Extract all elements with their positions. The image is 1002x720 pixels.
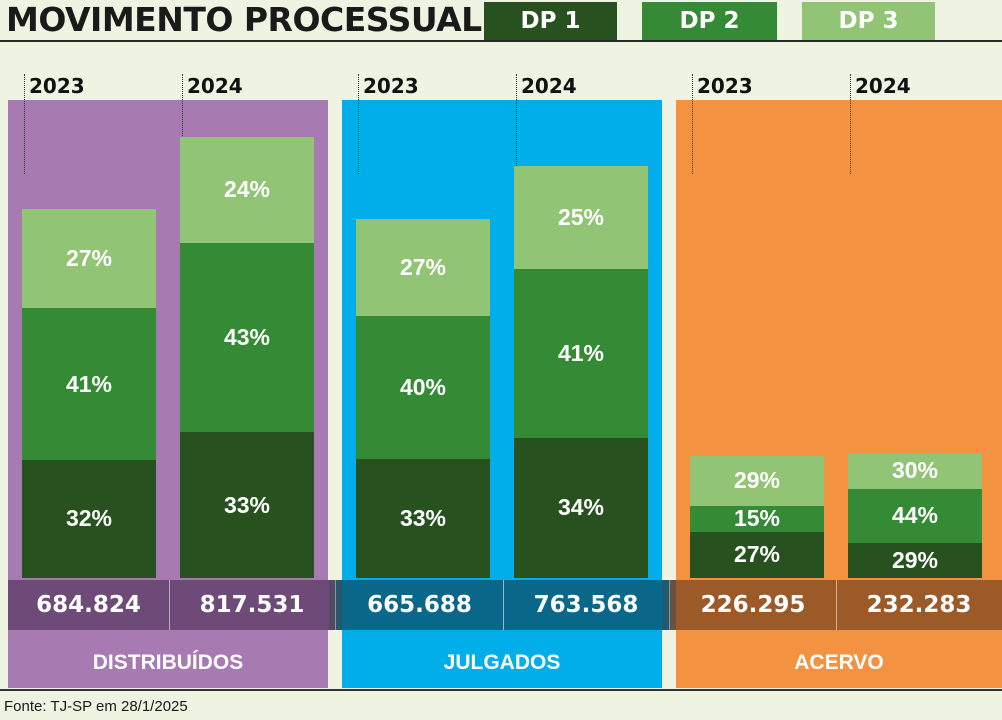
bar-segment-distribuidos-2023-dp2: 41% — [22, 308, 156, 460]
band-gap — [663, 580, 676, 630]
legend-item-dp1: DP 1 — [484, 2, 617, 40]
total-separator — [169, 580, 170, 630]
bar-segment-acervo-2023-dp1: 27% — [690, 531, 824, 578]
bottom-divider — [0, 689, 1002, 691]
bar-segment-acervo-2024-dp1: 29% — [848, 542, 982, 578]
year-guide — [358, 74, 359, 174]
bar-segment-acervo-2024-dp3: 30% — [848, 452, 982, 490]
bar-segment-julgados-2024-dp1: 34% — [514, 437, 648, 578]
total-label-distribuidos-2023: 684.824 — [8, 580, 169, 630]
bar-segment-julgados-2024-dp3: 25% — [514, 166, 648, 270]
chart-title: MOVIMENTO PROCESSUAL — [6, 0, 482, 39]
total-label-julgados-2024: 763.568 — [503, 580, 669, 630]
legend-item-dp3: DP 3 — [802, 2, 935, 40]
legend-item-dp2: DP 2 — [642, 2, 777, 40]
bar-segment-distribuidos-2023-dp1: 32% — [22, 459, 156, 578]
year-guide — [516, 74, 517, 174]
year-guide — [182, 74, 183, 174]
bar-segment-distribuidos-2024-dp2: 43% — [180, 242, 314, 433]
year-guide — [692, 74, 693, 174]
group-label-distribuidos: DISTRIBUÍDOS — [92, 651, 244, 674]
bar-segment-julgados-2023-dp1: 33% — [356, 459, 490, 578]
total-separator — [836, 580, 837, 630]
year-label-acervo-2023: 2023 — [697, 74, 753, 98]
bar-segment-julgados-2024-dp2: 41% — [514, 269, 648, 438]
year-guide — [850, 74, 851, 174]
year-label-distribuidos-2024: 2024 — [187, 74, 243, 98]
bar-segment-acervo-2023-dp3: 29% — [690, 455, 824, 506]
bar-segment-acervo-2024-dp2: 44% — [848, 489, 982, 543]
total-label-distribuidos-2024: 817.531 — [169, 580, 335, 630]
total-label-julgados-2023: 665.688 — [336, 580, 503, 630]
bar-segment-acervo-2023-dp2: 15% — [690, 505, 824, 532]
group-label-julgados: JULGADOS — [443, 651, 561, 674]
bar-segment-distribuidos-2023-dp3: 27% — [22, 208, 156, 309]
total-label-acervo-2024: 232.283 — [836, 580, 1002, 630]
band-gap — [329, 580, 342, 630]
bar-segment-julgados-2023-dp3: 27% — [356, 218, 490, 316]
bar-segment-distribuidos-2024-dp3: 24% — [180, 137, 314, 243]
year-label-julgados-2024: 2024 — [521, 74, 577, 98]
bar-segment-julgados-2023-dp2: 40% — [356, 315, 490, 460]
year-label-julgados-2023: 2023 — [363, 74, 419, 98]
year-label-distribuidos-2023: 2023 — [29, 74, 85, 98]
total-label-acervo-2023: 226.295 — [670, 580, 836, 630]
total-separator — [503, 580, 504, 630]
group-label-acervo: ACERVO — [794, 651, 884, 674]
source-note: Fonte: TJ-SP em 28/1/2025 — [4, 698, 188, 715]
bar-segment-distribuidos-2024-dp1: 33% — [180, 432, 314, 578]
year-guide — [24, 74, 25, 174]
year-label-acervo-2024: 2024 — [855, 74, 911, 98]
title-divider — [0, 40, 1002, 42]
